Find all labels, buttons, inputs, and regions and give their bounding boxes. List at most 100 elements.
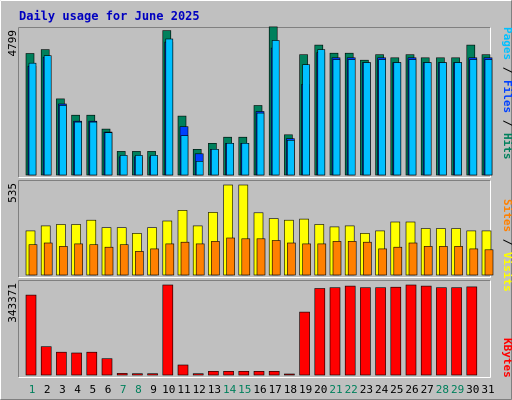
pages-bar [135,155,143,176]
sites-bar [408,242,418,276]
day-label: 19 [299,383,312,396]
pages-bar [287,140,295,176]
day-label: 1 [29,383,36,396]
sites-bar [317,243,327,276]
pages-bar [378,59,386,176]
chart-bars [25,26,494,376]
legend-sites: Sites [501,199,512,232]
sites-bar [287,242,296,276]
pages-bar [347,59,356,176]
day-label: 24 [375,383,389,396]
kbytes-bar [56,351,67,376]
pages-bar [363,62,371,176]
day-label: 9 [150,383,157,396]
sites-bar [165,243,175,276]
pages-bar [271,40,280,176]
chart-title: Daily usage for June 2025 [19,9,200,23]
legend-visits: Visits [501,252,512,292]
pages-bar [332,59,341,176]
day-label: 8 [135,383,142,396]
kbytes-bar [451,287,462,376]
kbytes-bar [420,285,432,376]
kbytes-bar [238,370,250,376]
visits-legend: Sites / Visits [501,199,512,292]
kbytes-bar [405,284,417,376]
sites-bar [241,238,251,276]
kbytes-bar [436,287,447,376]
pages-bar [469,59,478,176]
legend-pages: Pages [501,27,512,60]
pages-bar [74,121,82,176]
kbytes-bar [284,373,295,376]
day-label: 31 [481,383,494,396]
sites-bar [226,237,235,276]
sites-bar [347,241,357,276]
sites-bar [180,241,190,276]
day-label: 13 [208,383,221,396]
day-axis-labels: 1 2 3 4 5 6 7 8 9 10 11 12 13 14 15 16 17 18 19 20 21 22 23 24 2… [29,383,495,396]
sites-bar [469,248,479,276]
sites-bar [74,243,83,276]
sites-bar [89,244,99,276]
pages-bar [302,64,310,176]
panel-frames [18,27,491,378]
kbytes-bar [268,370,280,376]
kbytes-bar [253,370,265,376]
pages-bar [423,62,432,176]
sites-bar [423,246,433,276]
sites-bar [211,241,220,276]
legend-separator: / [501,232,512,252]
kbytes-bar [162,284,174,376]
day-label: 3 [59,383,66,396]
day-label: 15 [238,383,251,396]
day-label: 11 [177,383,190,396]
kbytes-bar [360,287,371,376]
kbytes-bar [192,373,204,376]
pages-bar [256,112,265,176]
kbytes-bar [314,288,326,376]
day-label: 21 [329,383,342,396]
pages-bar [454,62,462,176]
pages-bar [180,135,189,176]
pages-bar [241,143,250,176]
kbytes-bar [25,294,37,376]
sites-bar [28,244,38,276]
day-label: 23 [360,383,373,396]
day-label: 22 [345,383,358,396]
sites-bar [378,248,387,276]
day-label: 29 [451,383,464,396]
pages-bar [150,155,158,176]
kbytes-bar [86,351,98,376]
kbytes-bar [40,346,52,376]
sites-bar [150,248,159,276]
kbytes-bar [375,287,386,376]
kbytes-bar [116,373,128,376]
kbytes-bar [299,311,310,376]
day-label: 12 [193,383,206,396]
kbytes-bar [344,285,356,376]
legend-kbytes: KBytes [501,338,512,378]
legend-separator: / [501,60,512,80]
day-label: 20 [314,383,327,396]
visits-axis-max-label: 535 [6,183,19,203]
kbytes-bar [101,358,113,376]
kbytes-bar [223,370,234,376]
sites-bar [393,246,403,276]
kbytes-bar [466,286,478,376]
pages-bar [439,62,447,176]
day-label: 14 [223,383,237,396]
kbytes-bar [208,370,219,376]
kbytes-bar [132,373,143,376]
kbytes-bar [147,373,158,376]
legend-separator: / [501,113,512,133]
pages-bar [226,143,234,176]
day-label: 28 [436,383,449,396]
sites-bar [256,238,266,276]
legend-hits: Hits [501,133,512,160]
sites-bar [454,246,463,276]
sites-bar [271,240,281,276]
legend-files: Files [501,80,512,113]
sites-bar [484,249,494,276]
